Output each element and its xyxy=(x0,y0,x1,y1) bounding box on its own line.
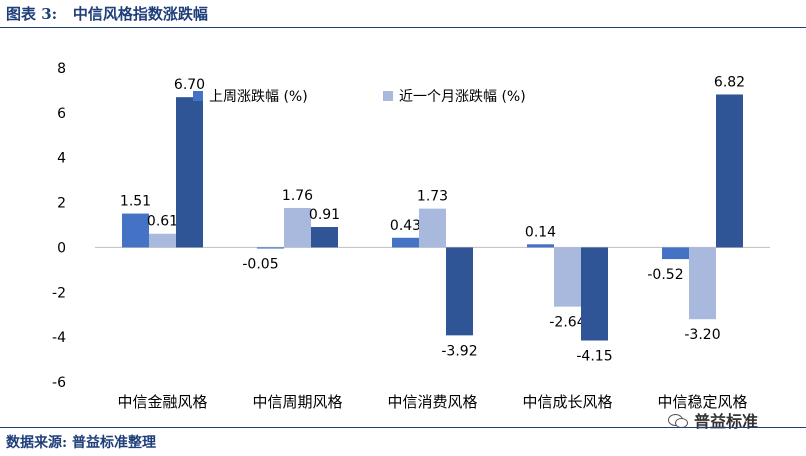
bar xyxy=(257,247,284,249)
data-label: -2.64 xyxy=(549,315,585,331)
x-tick-label: 中信稳定风格 xyxy=(657,393,747,411)
header: 图表 3: 中信风格指数涨跌幅 xyxy=(0,0,806,28)
data-label: 6.70 xyxy=(174,77,205,93)
x-tick-label: 中信成长风格 xyxy=(522,393,612,411)
bar xyxy=(149,233,176,248)
legend-label: 上周涨跌幅 (%) xyxy=(209,89,308,105)
y-tick-label: 6 xyxy=(57,106,66,122)
bar xyxy=(419,208,446,248)
data-label: 0.14 xyxy=(525,224,556,240)
bar xyxy=(689,247,716,320)
data-label: -0.52 xyxy=(647,267,683,283)
header-divider xyxy=(0,27,806,28)
x-tick-label: 中信金融风格 xyxy=(117,393,207,411)
y-tick-label: 2 xyxy=(57,196,66,212)
bar xyxy=(311,227,338,248)
watermark-text: 普益标准 xyxy=(694,412,759,431)
bar xyxy=(554,247,581,307)
bar xyxy=(662,247,689,260)
legend-swatch xyxy=(383,91,393,101)
data-label: -4.15 xyxy=(576,349,612,365)
data-label: 1.51 xyxy=(120,194,151,210)
figure-title: 图表 3: 中信风格指数涨跌幅 xyxy=(6,5,208,23)
data-label: -3.20 xyxy=(684,327,720,343)
data-label: 1.76 xyxy=(282,188,313,204)
footer-divider xyxy=(0,427,806,428)
data-label: -3.92 xyxy=(441,343,477,359)
bar xyxy=(446,247,473,336)
y-tick-label: 0 xyxy=(57,240,66,256)
bar xyxy=(527,244,554,248)
y-tick-label: -6 xyxy=(52,375,66,391)
x-tick-label: 中信周期风格 xyxy=(252,393,342,411)
x-tick-label: 中信消费风格 xyxy=(387,393,477,411)
bar xyxy=(176,97,203,248)
bar xyxy=(581,247,608,341)
watermark: 普益标准 xyxy=(668,409,758,431)
legend-label: 近一个月涨跌幅 (%) xyxy=(399,89,526,105)
data-label: 1.73 xyxy=(417,189,448,205)
legend-swatch xyxy=(193,91,203,101)
y-tick-label: 4 xyxy=(57,151,66,167)
wechat-icon xyxy=(668,412,688,428)
bar xyxy=(284,207,311,248)
y-tick-label: -4 xyxy=(52,330,66,346)
data-label: -0.05 xyxy=(242,257,278,273)
bar xyxy=(716,94,743,248)
data-label: 0.61 xyxy=(147,214,178,230)
y-tick-label: 8 xyxy=(57,61,66,77)
data-label: 6.82 xyxy=(714,74,745,90)
bar xyxy=(392,237,419,248)
data-label: 0.91 xyxy=(309,207,340,223)
y-tick-label: -2 xyxy=(52,285,66,301)
data-label: 0.43 xyxy=(390,218,421,234)
source-note: 数据来源: 普益标准整理 xyxy=(6,435,157,451)
bar xyxy=(122,213,149,248)
